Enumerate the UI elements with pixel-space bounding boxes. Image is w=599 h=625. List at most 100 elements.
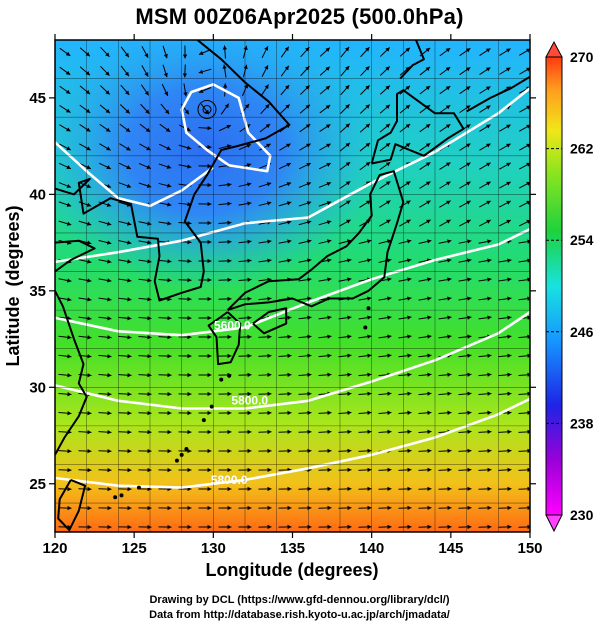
wind-vector-head (167, 334, 172, 340)
wind-vector-head (147, 429, 152, 435)
wind-vector-head (346, 219, 351, 224)
wind-vector-head (345, 104, 350, 109)
island (174, 458, 179, 463)
wind-vector-head (447, 315, 452, 320)
wind-vector-head (66, 183, 72, 188)
wind-vector-head (147, 316, 152, 321)
wind-vector-head (447, 372, 452, 377)
y-tick-label: 45 (29, 90, 46, 107)
wind-vector-head (87, 278, 92, 283)
wind-vector-head (87, 505, 92, 511)
wind-vector-head (347, 524, 352, 530)
wind-vector-head (407, 353, 412, 358)
wind-vector-head (467, 524, 472, 530)
wind-vector-head (167, 524, 172, 530)
colorbar-tick-label: 262 (570, 141, 594, 157)
wind-vector-head (67, 373, 72, 378)
wind-vector-head (486, 181, 491, 186)
wind-vector-head (287, 239, 292, 244)
wind-vector-head (445, 162, 451, 167)
wind-vector-head (427, 391, 432, 396)
wind-vector-head (507, 334, 512, 339)
wind-vector-head (425, 162, 431, 167)
wind-vector-head (187, 258, 192, 264)
wind-vector-head (447, 486, 452, 492)
wind-vector-head (183, 92, 188, 97)
y-tick-label: 25 (29, 476, 46, 493)
low-swirl-inner (202, 104, 212, 114)
wind-vector-head (67, 278, 72, 283)
wind-vector-head (407, 296, 412, 301)
height-contour (55, 141, 215, 208)
wind-vector-head (243, 45, 248, 51)
wind-vector-head (467, 467, 472, 473)
wind-vector-head (366, 200, 371, 205)
island (201, 418, 206, 423)
wind-vector-head (284, 65, 289, 71)
wind-vector-head (487, 315, 492, 320)
wind-vector-head (407, 505, 412, 511)
island (184, 447, 189, 452)
wind-vector-head (207, 467, 212, 473)
wind-vector-head (87, 354, 92, 359)
wind-vector-head (107, 278, 112, 283)
wind-vector-head (227, 315, 232, 321)
wind-vector-head (445, 67, 451, 72)
wind-vector-head (127, 448, 132, 454)
wind-vector-head (467, 505, 472, 511)
wind-vector-head (427, 448, 432, 453)
x-tick-label: 150 (517, 540, 542, 557)
wind-vector-head (247, 448, 252, 454)
wind-vector-head (87, 316, 92, 321)
wind-vector-head (126, 183, 132, 188)
wind-vector-head (387, 391, 392, 396)
wind-vector-head (327, 467, 332, 473)
wind-vector-head (387, 467, 392, 473)
wind-vector-head (387, 315, 392, 320)
wind-vector-head (227, 467, 232, 473)
wind-vector-head (166, 164, 172, 169)
wind-vector-head (199, 50, 204, 55)
wind-vector-head (187, 277, 192, 283)
wind-vector-head (286, 162, 291, 167)
wind-vector-head (105, 90, 110, 95)
wind-vector-head (327, 486, 332, 492)
wind-vector-head (407, 429, 412, 434)
wind-vector-head (427, 353, 432, 358)
wind-vector-head (227, 505, 232, 511)
y-tick-label: 35 (29, 283, 46, 300)
wind-vector-head (327, 505, 332, 511)
x-tick-label: 135 (280, 540, 305, 557)
wind-vector-head (465, 105, 471, 110)
wind-vector-head (427, 296, 432, 301)
wind-vector-head (107, 524, 112, 530)
wind-vector-head (167, 505, 172, 511)
wind-vector-head (187, 372, 192, 378)
wind-vector-head (426, 200, 431, 205)
wind-vector-head (86, 146, 91, 151)
wind-vector-head (207, 372, 212, 378)
wind-vector-head (365, 85, 370, 90)
wind-vector-head (327, 372, 332, 377)
wind-vector-head (447, 277, 452, 282)
wind-vector-head (407, 391, 412, 396)
wind-vector-head (507, 486, 512, 492)
wind-vector-head (485, 86, 491, 91)
wind-vector-head (486, 219, 491, 224)
wind-vector-head (167, 315, 172, 321)
wind-vector-head (365, 104, 370, 109)
coastline (466, 75, 530, 113)
wind-vector-head (227, 334, 232, 340)
wind-vector-head (267, 467, 272, 473)
wind-vector-head (187, 221, 192, 226)
wind-vector-head (65, 51, 71, 56)
wind-vector-head (466, 143, 471, 148)
colorbar: 270 262 254 246 238 230 (545, 40, 594, 533)
wind-vector-head (486, 200, 491, 205)
wind-vector-head (506, 162, 511, 167)
wind-vector-head (67, 392, 72, 397)
wind-vector-head (347, 448, 352, 454)
wind-vector-head (105, 127, 111, 132)
wind-vector-head (367, 391, 372, 396)
wind-vector-head (247, 524, 252, 530)
